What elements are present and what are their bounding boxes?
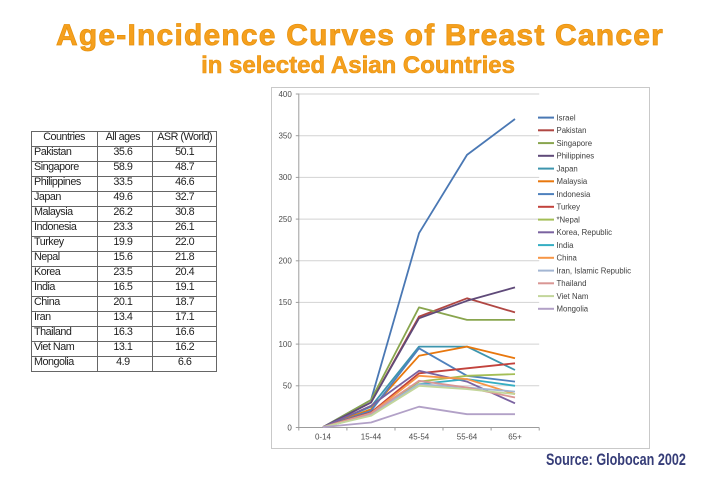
svg-text:Japan: Japan <box>557 164 578 173</box>
svg-text:Malaysia: Malaysia <box>557 177 588 186</box>
svg-text:India: India <box>557 240 575 249</box>
svg-text:Iran, Islamic Republic: Iran, Islamic Republic <box>557 266 632 275</box>
svg-text:250: 250 <box>278 214 292 223</box>
svg-text:Mongolia: Mongolia <box>557 304 589 313</box>
svg-text:Pakistan: Pakistan <box>557 126 587 135</box>
svg-text:50: 50 <box>283 381 292 390</box>
svg-text:100: 100 <box>278 339 292 348</box>
svg-text:Indonesia: Indonesia <box>557 189 591 198</box>
svg-text:55-64: 55-64 <box>457 432 478 441</box>
svg-text:65+: 65+ <box>508 432 522 441</box>
svg-text:Viet Nam: Viet Nam <box>557 291 589 300</box>
svg-text:0-14: 0-14 <box>315 432 332 441</box>
svg-text:0: 0 <box>287 423 292 432</box>
svg-text:Singapore: Singapore <box>557 138 593 147</box>
svg-text:Israel: Israel <box>557 113 576 122</box>
svg-text:Philippines: Philippines <box>557 151 595 160</box>
svg-text:45-54: 45-54 <box>409 432 430 441</box>
svg-text:Thailand: Thailand <box>557 279 587 288</box>
svg-text:300: 300 <box>278 173 292 182</box>
svg-text:China: China <box>557 253 578 262</box>
svg-text:200: 200 <box>278 256 292 265</box>
svg-text:15-44: 15-44 <box>361 432 382 441</box>
svg-text:Korea, Republic: Korea, Republic <box>557 228 613 237</box>
svg-text:400: 400 <box>278 89 292 98</box>
svg-text:350: 350 <box>278 131 292 140</box>
svg-text:Turkey: Turkey <box>557 202 581 211</box>
svg-text:*Nepal: *Nepal <box>557 215 581 224</box>
svg-text:150: 150 <box>278 298 292 307</box>
